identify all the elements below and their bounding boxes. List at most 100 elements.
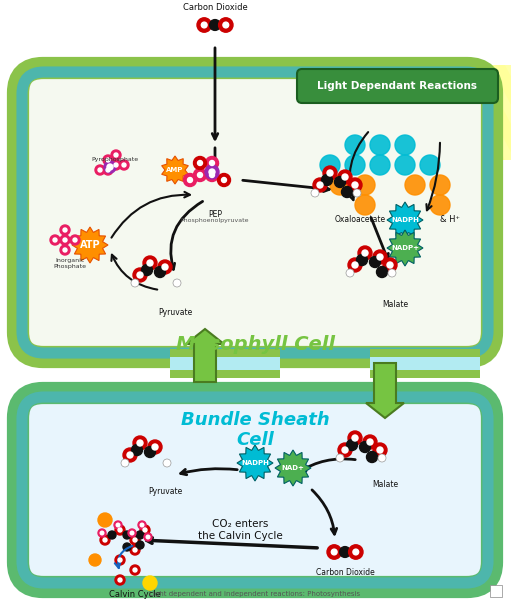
Circle shape <box>106 158 110 162</box>
Circle shape <box>338 443 352 457</box>
Circle shape <box>100 535 110 545</box>
Text: Light dependent and independent reactions: Photosynthesis: Light dependent and independent reaction… <box>149 591 361 597</box>
Circle shape <box>119 160 129 170</box>
Circle shape <box>143 528 147 532</box>
Circle shape <box>388 269 396 277</box>
Text: Malate: Malate <box>382 300 408 309</box>
Circle shape <box>378 454 386 462</box>
Circle shape <box>158 260 172 274</box>
Circle shape <box>131 444 143 455</box>
Circle shape <box>340 546 351 557</box>
Circle shape <box>348 258 362 272</box>
Circle shape <box>342 174 348 180</box>
Circle shape <box>317 182 323 188</box>
FancyArrow shape <box>186 329 224 382</box>
Circle shape <box>183 174 197 186</box>
Circle shape <box>194 169 206 181</box>
Bar <box>370 349 480 357</box>
Circle shape <box>430 195 450 215</box>
Polygon shape <box>215 65 305 160</box>
Circle shape <box>320 155 340 175</box>
Circle shape <box>335 177 345 188</box>
Circle shape <box>115 525 125 535</box>
Circle shape <box>131 279 139 287</box>
Circle shape <box>98 513 112 527</box>
Text: Pyruvate: Pyruvate <box>158 308 192 317</box>
Circle shape <box>60 245 70 255</box>
Circle shape <box>104 161 116 173</box>
Circle shape <box>331 549 337 555</box>
Circle shape <box>100 531 104 535</box>
Circle shape <box>173 279 181 287</box>
Bar <box>370 370 480 378</box>
Circle shape <box>201 22 207 28</box>
Circle shape <box>210 172 215 177</box>
Circle shape <box>118 558 122 562</box>
Text: Phosphoenolpyruvate: Phosphoenolpyruvate <box>181 218 249 223</box>
Circle shape <box>360 441 370 452</box>
Text: Calvin Cycle: Calvin Cycle <box>109 590 161 599</box>
Circle shape <box>63 248 67 252</box>
Circle shape <box>128 529 136 537</box>
Circle shape <box>136 531 144 539</box>
Circle shape <box>103 165 113 175</box>
Text: Oxaloacetate: Oxaloacetate <box>334 215 386 224</box>
Polygon shape <box>465 65 511 160</box>
Circle shape <box>336 454 344 462</box>
Circle shape <box>137 272 143 278</box>
Circle shape <box>143 256 157 270</box>
Circle shape <box>123 531 131 539</box>
Circle shape <box>133 568 137 572</box>
Circle shape <box>352 435 358 441</box>
Circle shape <box>223 22 229 28</box>
Circle shape <box>162 264 168 270</box>
Circle shape <box>395 155 415 175</box>
Circle shape <box>327 170 333 176</box>
Circle shape <box>123 543 131 551</box>
Polygon shape <box>340 65 430 160</box>
Circle shape <box>107 164 113 170</box>
Text: Carbon Dioxide: Carbon Dioxide <box>316 568 375 577</box>
Circle shape <box>197 160 202 166</box>
Circle shape <box>127 452 133 458</box>
Circle shape <box>387 262 393 268</box>
Circle shape <box>205 169 219 181</box>
Polygon shape <box>490 65 511 160</box>
Text: Malate: Malate <box>372 480 398 489</box>
Circle shape <box>95 165 105 175</box>
Circle shape <box>352 262 358 268</box>
Circle shape <box>152 444 158 450</box>
Circle shape <box>130 535 140 545</box>
Circle shape <box>430 175 450 195</box>
Circle shape <box>349 545 363 559</box>
Circle shape <box>197 172 202 177</box>
Text: Mesophyll Cell: Mesophyll Cell <box>175 336 335 354</box>
Circle shape <box>197 18 212 32</box>
Circle shape <box>70 235 80 245</box>
Circle shape <box>209 169 215 175</box>
Circle shape <box>114 521 122 529</box>
Circle shape <box>122 163 126 167</box>
Circle shape <box>138 521 146 529</box>
Circle shape <box>146 535 150 539</box>
Circle shape <box>353 549 359 555</box>
Polygon shape <box>240 65 330 160</box>
Circle shape <box>205 157 219 169</box>
Text: Inorganic
Phosphate: Inorganic Phosphate <box>54 258 86 269</box>
Circle shape <box>53 238 57 242</box>
Circle shape <box>405 175 425 195</box>
Text: & H⁺: & H⁺ <box>440 215 460 225</box>
Circle shape <box>369 257 381 268</box>
Circle shape <box>348 178 362 192</box>
Circle shape <box>137 440 143 446</box>
Circle shape <box>363 435 377 449</box>
Circle shape <box>218 174 230 186</box>
Polygon shape <box>265 65 355 160</box>
Circle shape <box>345 155 365 175</box>
Circle shape <box>357 254 367 265</box>
Circle shape <box>327 545 341 559</box>
Circle shape <box>377 266 387 277</box>
Circle shape <box>321 174 333 186</box>
Circle shape <box>352 182 358 188</box>
Circle shape <box>106 168 110 172</box>
